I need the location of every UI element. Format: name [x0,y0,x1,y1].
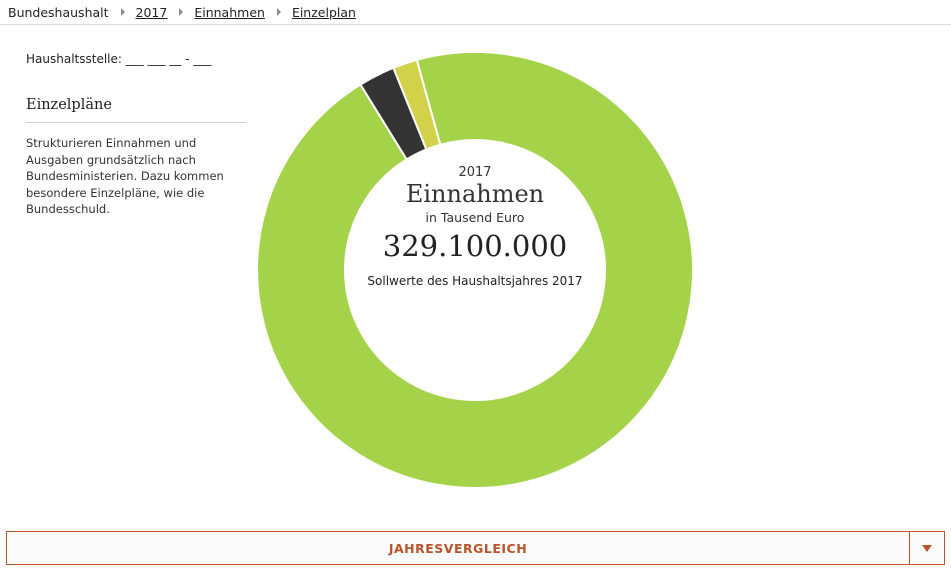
breadcrumb-link-einzelplan[interactable]: Einzelplan [291,4,356,20]
sidebar-divider [26,122,246,123]
chart-total-value: 329.100.000 [382,229,568,263]
donut-slice-1[interactable] [257,51,693,489]
donut-chart-svg [257,51,693,489]
chart-title: Einnahmen [405,180,545,208]
breadcrumb-separator-icon [120,8,125,16]
donut-slice-3[interactable] [392,58,442,151]
jahresvergleich-label: JAHRESVERGLEICH [388,540,528,556]
breadcrumb-separator-icon [179,8,184,16]
sidebar-title: Einzelpläne [26,97,112,113]
jahresvergleich-expand-button[interactable] [909,532,944,564]
haushaltsstelle-label: Haushaltsstelle: ___ ___ __ - ___ [26,52,212,66]
breadcrumb: Bundeshaushalt 2017 Einnahmen Einzelplan [0,0,951,25]
chart-year: 2017 [458,165,492,180]
breadcrumb-home[interactable]: Bundeshaushalt [8,4,109,20]
donut-chart: 2017 Einnahmen in Tausend Euro 329.100.0… [257,51,693,489]
chart-unit: in Tausend Euro [425,210,525,225]
breadcrumb-separator-icon [276,8,281,16]
jahresvergleich-toggle[interactable]: JAHRESVERGLEICH [6,531,945,565]
chart-note: Sollwerte des Haushaltsjahres 2017 [367,274,583,288]
sidebar-description: Strukturieren Einnahmen und Ausgaben gru… [26,136,224,216]
breadcrumb-link-einnahmen[interactable]: Einnahmen [194,4,265,20]
breadcrumb-link-year[interactable]: 2017 [135,4,168,20]
triangle-down-icon [922,544,932,552]
